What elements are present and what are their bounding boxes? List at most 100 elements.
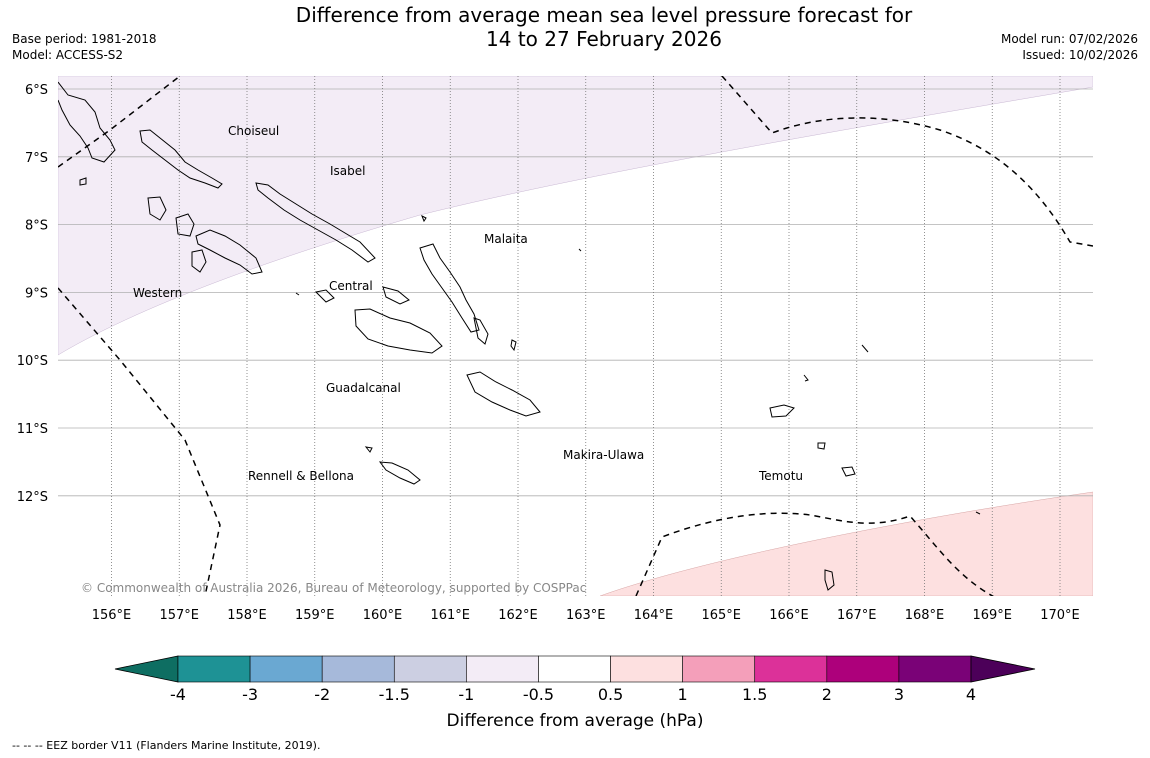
- colorbar-segment: [754, 655, 828, 683]
- colorbar-extension-high: [970, 655, 1036, 683]
- lon-tick-label: 164°E: [634, 608, 674, 623]
- lon-tick-label: 170°E: [1040, 608, 1080, 623]
- island-russell: [295, 292, 300, 296]
- colorbar-tick-label: -0.5: [523, 685, 554, 704]
- lon-tick-label: 158°E: [227, 608, 267, 623]
- eez-border-west: [58, 287, 221, 596]
- region-label-isabel: Isabel: [330, 164, 365, 178]
- map-title: Difference from average mean sea level p…: [0, 3, 1150, 51]
- island-small-shortland: [79, 177, 87, 186]
- island-malaita: [419, 243, 480, 333]
- region-labels: Choiseul Isabel Malaita Western Central …: [133, 124, 803, 483]
- colorbar-title: Difference from average (hPa): [447, 711, 704, 731]
- meta-right: Model run: 07/02/2026 Issued: 10/02/2026: [1001, 31, 1138, 63]
- colorbar-tick-label: -1: [458, 685, 474, 704]
- eez-border-south-east: [635, 512, 995, 596]
- latitude-labels: 6°S 7°S 8°S 9°S 10°S 11°S 12°S: [17, 83, 48, 505]
- island-sikaiana: [578, 248, 582, 252]
- region-label-choiseul: Choiseul: [228, 124, 279, 138]
- colorbar-segment: [177, 655, 251, 683]
- issued-date: Issued: 10/02/2026: [1022, 48, 1138, 62]
- lon-tick-label: 157°E: [159, 608, 199, 623]
- island-isabel: [255, 182, 376, 263]
- title-line-2: 14 to 27 February 2026: [486, 27, 722, 51]
- lat-tick-label: 6°S: [25, 83, 48, 98]
- title-line-1: Difference from average mean sea level p…: [295, 3, 913, 27]
- eez-borders: [58, 76, 1093, 596]
- colorbar-tick-label: -1.5: [379, 685, 410, 704]
- colorbar-tick-label: -2: [314, 685, 330, 704]
- lat-tick-label: 8°S: [25, 219, 48, 234]
- map-area: Choiseul Isabel Malaita Western Central …: [58, 76, 1093, 596]
- lat-tick-label: 9°S: [25, 286, 48, 301]
- lon-tick-label: 163°E: [566, 608, 606, 623]
- lon-tick-label: 167°E: [837, 608, 877, 623]
- island-western-2: [175, 213, 195, 237]
- colorbar-tick-label: 2: [822, 685, 832, 704]
- eez-legend-note: -- -- -- EEZ border V11 (Flanders Marine…: [12, 739, 321, 752]
- island-duff: [861, 344, 869, 353]
- island-guadalcanal: [354, 308, 443, 354]
- island-rennell: [378, 461, 421, 485]
- lon-tick-label: 166°E: [769, 608, 809, 623]
- model-run: Model run: 07/02/2026: [1000, 32, 1138, 46]
- model-name: Model: ACCESS-S2: [12, 48, 124, 62]
- colorbar-tick-label: -3: [242, 685, 258, 704]
- lon-tick-label: 160°E: [363, 608, 403, 623]
- island-bellona: [364, 446, 373, 453]
- colorbar: -4 -3 -2 -1.5 -1 -0.5 0.5 1 1.5 2 3 4: [114, 655, 1036, 704]
- island-santa-cruz: [769, 404, 795, 418]
- positive-anomaly-region: [599, 491, 1093, 596]
- island-reef-islands: [803, 374, 809, 382]
- colorbar-extension-low: [114, 655, 179, 683]
- colorbar-segment: [610, 655, 683, 683]
- region-label-temotu: Temotu: [758, 469, 803, 483]
- colorbar-tick-label: 4: [966, 685, 976, 704]
- lat-tick-label: 7°S: [25, 151, 48, 166]
- colorbar-segment: [321, 655, 395, 683]
- lon-tick-label: 165°E: [701, 608, 741, 623]
- meta-left: Base period: 1981-2018 Model: ACCESS-S2: [12, 31, 157, 63]
- lon-tick-label: 168°E: [905, 608, 945, 623]
- colorbar-segment: [249, 655, 323, 683]
- region-label-malaita: Malaita: [484, 232, 528, 246]
- region-label-makira-ulawa: Makira-Ulawa: [563, 448, 644, 462]
- island-vanikoro: [841, 466, 856, 477]
- island-new-georgia: [195, 229, 263, 275]
- lon-tick-label: 156°E: [92, 608, 132, 623]
- base-period: Base period: 1981-2018: [12, 32, 157, 46]
- island-vella-lavella: [191, 249, 207, 273]
- lat-tick-label: 11°S: [17, 422, 48, 437]
- lon-tick-label: 162°E: [498, 608, 538, 623]
- colorbar-segment: [393, 655, 467, 683]
- eez-border-north-east: [721, 76, 1093, 247]
- island-fatutaka: [975, 511, 981, 515]
- copyright-notice: © Commonwealth of Australia 2026, Bureau…: [81, 581, 586, 595]
- colorbar-tick-label: 1.5: [742, 685, 767, 704]
- negative-anomaly-region: [58, 76, 1093, 356]
- longitude-labels: 156°E 157°E 158°E 159°E 160°E 161°E 162°E 163°E…: [92, 608, 1080, 623]
- colorbar-segment: [898, 655, 972, 683]
- colorbar-segment: [826, 655, 900, 683]
- island-central-1: [314, 289, 335, 303]
- island-bougainville-edge: [58, 81, 116, 163]
- colorbar-segment: [682, 655, 756, 683]
- coastlines: [58, 81, 981, 591]
- island-ontong-java: [421, 214, 427, 223]
- region-label-western: Western: [133, 286, 182, 300]
- region-label-central: Central: [329, 279, 373, 293]
- island-utupua: [817, 442, 826, 450]
- colorbar-tick-label: -4: [170, 685, 186, 704]
- colorbar-tick-label: 3: [894, 685, 904, 704]
- lat-tick-label: 12°S: [17, 490, 48, 505]
- eez-border-north-west: [58, 76, 181, 168]
- island-ulawa: [510, 339, 517, 352]
- colorbar-segment: [538, 655, 611, 683]
- colorbar-segment: [466, 655, 539, 683]
- lon-tick-label: 169°E: [972, 608, 1012, 623]
- lon-tick-label: 161°E: [430, 608, 470, 623]
- colorbar-tick-label: 0.5: [598, 685, 623, 704]
- lon-tick-label: 159°E: [295, 608, 335, 623]
- gridlines: [58, 76, 1093, 596]
